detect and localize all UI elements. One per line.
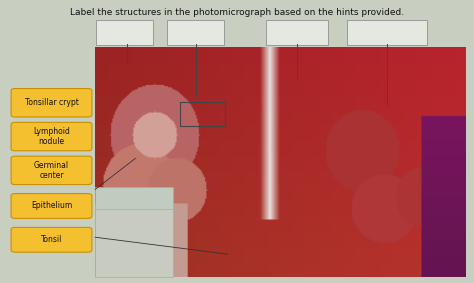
FancyBboxPatch shape — [95, 209, 173, 277]
FancyBboxPatch shape — [266, 20, 328, 45]
FancyBboxPatch shape — [11, 156, 92, 185]
FancyBboxPatch shape — [95, 186, 173, 211]
FancyBboxPatch shape — [11, 122, 92, 151]
Text: Tonsil: Tonsil — [41, 235, 62, 244]
FancyBboxPatch shape — [11, 89, 92, 117]
FancyBboxPatch shape — [11, 194, 92, 218]
FancyBboxPatch shape — [11, 228, 92, 252]
Text: Epithelium: Epithelium — [31, 201, 72, 211]
Text: Tonsillar crypt: Tonsillar crypt — [25, 98, 78, 107]
Text: Lymphoid
nodule: Lymphoid nodule — [33, 127, 70, 146]
Text: Germinal
center: Germinal center — [34, 161, 69, 180]
Bar — [180, 102, 225, 126]
FancyBboxPatch shape — [167, 20, 224, 45]
Text: Label the structures in the photomicrograph based on the hints provided.: Label the structures in the photomicrogr… — [70, 8, 404, 17]
FancyBboxPatch shape — [346, 20, 428, 45]
FancyBboxPatch shape — [96, 20, 154, 45]
